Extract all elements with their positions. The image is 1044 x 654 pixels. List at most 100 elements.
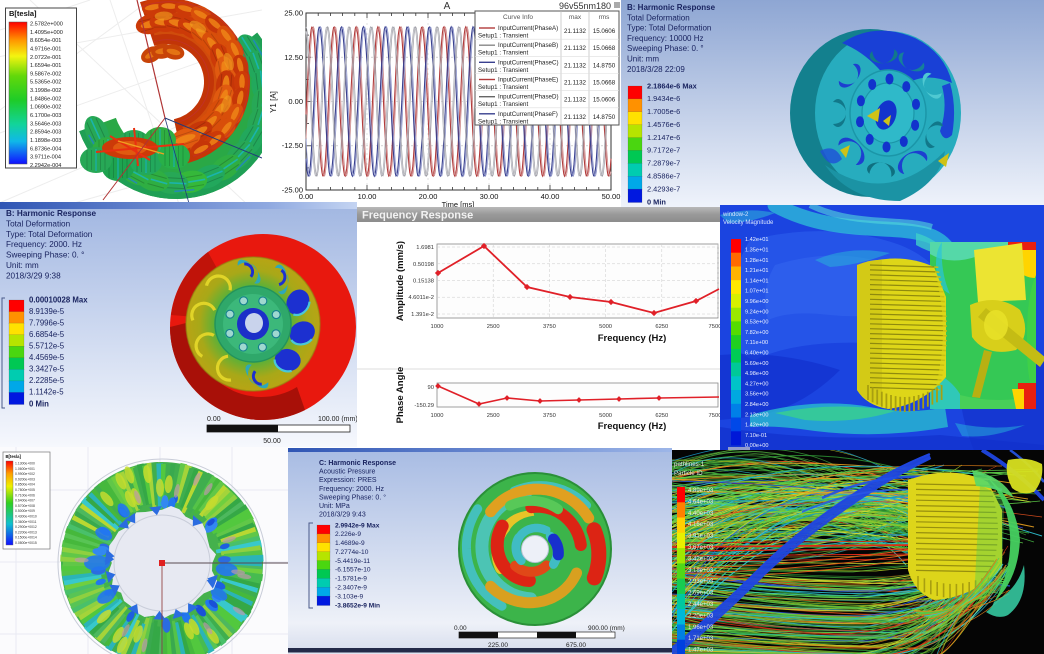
svg-text:14.8750: 14.8750 [593, 114, 616, 121]
svg-text:0.1500e+0014: 0.1500e+0014 [15, 536, 37, 540]
svg-text:pathlines-1: pathlines-1 [674, 461, 705, 468]
svg-text:1.9434e-6: 1.9434e-6 [647, 94, 680, 103]
svg-text:12.50: 12.50 [284, 53, 303, 62]
svg-text:2.84e+00: 2.84e+00 [745, 402, 769, 408]
svg-text:1.4689e-9: 1.4689e-9 [335, 540, 365, 547]
svg-text:21.1132: 21.1132 [564, 114, 586, 121]
svg-text:4.16e+03: 4.16e+03 [688, 522, 714, 528]
svg-text:7.10e-01: 7.10e-01 [745, 433, 767, 439]
svg-text:6250: 6250 [655, 413, 668, 419]
svg-text:0.00010028 Max: 0.00010028 Max [29, 295, 88, 304]
svg-text:0.00e+00: 0.00e+00 [745, 443, 769, 449]
svg-text:21.1132: 21.1132 [564, 62, 586, 69]
svg-text:1.42e+00: 1.42e+00 [745, 423, 769, 429]
svg-text:3.5646e-003: 3.5646e-003 [30, 121, 61, 127]
svg-text:InputCurrent(PhaseF): InputCurrent(PhaseF) [498, 111, 558, 118]
svg-text:1000: 1000 [431, 324, 444, 330]
svg-text:1.1142e-5: 1.1142e-5 [29, 388, 64, 397]
svg-text:1.6594e-001: 1.6594e-001 [30, 63, 61, 69]
svg-text:5.69e+00: 5.69e+00 [745, 361, 769, 367]
svg-text:-2.3407e-9: -2.3407e-9 [335, 585, 367, 592]
svg-text:900.00 (mm): 900.00 (mm) [588, 625, 625, 632]
svg-text:2500: 2500 [487, 324, 500, 330]
svg-text:Amplitude (mm/s): Amplitude (mm/s) [395, 241, 406, 321]
svg-text:50.00: 50.00 [263, 438, 281, 445]
svg-text:40.00: 40.00 [541, 192, 560, 201]
svg-text:rms: rms [599, 14, 611, 21]
svg-text:3.18e+03: 3.18e+03 [688, 568, 714, 574]
svg-text:Frequency: 2000. Hz: Frequency: 2000. Hz [319, 486, 384, 493]
svg-text:6250: 6250 [655, 324, 668, 330]
svg-text:5.5365e-002: 5.5365e-002 [30, 80, 61, 86]
svg-text:4.64e+03: 4.64e+03 [688, 499, 714, 505]
svg-text:0.5700e+008: 0.5700e+008 [15, 504, 35, 508]
svg-text:Expression: PRES: Expression: PRES [319, 477, 377, 484]
svg-text:Frequency (Hz): Frequency (Hz) [598, 333, 667, 344]
svg-text:7.2879e-7: 7.2879e-7 [647, 159, 680, 168]
svg-text:1.96e+03: 1.96e+03 [688, 625, 714, 631]
svg-text:7.2774e-10: 7.2774e-10 [335, 549, 369, 556]
svg-text:25.00: 25.00 [284, 9, 303, 18]
svg-text:2500: 2500 [487, 413, 500, 419]
svg-text:B[tesla]: B[tesla] [6, 454, 22, 459]
svg-text:1.2147e-6: 1.2147e-6 [647, 133, 680, 142]
svg-text:-1.5781e-9: -1.5781e-9 [335, 576, 367, 583]
svg-text:1.6981: 1.6981 [416, 245, 434, 251]
svg-text:21.1132: 21.1132 [564, 28, 586, 35]
svg-text:InputCurrent(PhaseD): InputCurrent(PhaseD) [498, 94, 559, 101]
svg-text:9.5867e-002: 9.5867e-002 [30, 71, 61, 77]
svg-text:3.67e+03: 3.67e+03 [688, 545, 714, 551]
svg-text:21.1132: 21.1132 [564, 97, 586, 104]
svg-text:0.00: 0.00 [299, 192, 314, 201]
svg-text:Sweeping Phase: 0. °: Sweeping Phase: 0. ° [627, 44, 704, 53]
svg-text:6.6854e-5: 6.6854e-5 [29, 330, 65, 339]
svg-text:InputCurrent(PhaseB): InputCurrent(PhaseB) [498, 42, 558, 49]
svg-text:0.15138: 0.15138 [413, 279, 434, 285]
svg-text:4.27e+00: 4.27e+00 [745, 381, 769, 387]
svg-text:2.2285e-5: 2.2285e-5 [29, 376, 65, 385]
svg-text:-3.103e-9: -3.103e-9 [335, 593, 364, 600]
svg-text:1.71e+03: 1.71e+03 [688, 636, 714, 642]
svg-text:1.0600e+001: 1.0600e+001 [15, 467, 35, 471]
svg-text:Sweeping Phase: 0. °: Sweeping Phase: 0. ° [319, 493, 386, 501]
svg-text:675.00: 675.00 [566, 642, 586, 649]
svg-text:A: A [444, 1, 451, 12]
svg-text:6.8736e-004: 6.8736e-004 [30, 146, 61, 152]
svg-text:9.24e+00: 9.24e+00 [745, 309, 769, 315]
svg-text:1.42e+01: 1.42e+01 [745, 237, 769, 243]
svg-text:7.11e+00: 7.11e+00 [745, 340, 768, 346]
svg-text:Setup1 : Transient: Setup1 : Transient [478, 67, 528, 74]
svg-text:0.9200e+003: 0.9200e+003 [15, 477, 35, 481]
svg-text:2.5782e+000: 2.5782e+000 [30, 22, 63, 28]
svg-text:4.6011e-2: 4.6011e-2 [408, 295, 434, 301]
svg-text:2.1864e-6 Max: 2.1864e-6 Max [647, 81, 698, 90]
svg-text:6.1700e-003: 6.1700e-003 [30, 113, 61, 119]
svg-text:0 Min: 0 Min [29, 399, 49, 408]
svg-text:B: Harmonic Response: B: Harmonic Response [6, 209, 97, 218]
svg-text:96v55nm180: 96v55nm180 [559, 1, 611, 11]
svg-text:5000: 5000 [599, 413, 612, 419]
svg-text:-6.1557e-10: -6.1557e-10 [335, 567, 371, 574]
svg-text:0.00: 0.00 [454, 625, 467, 632]
svg-text:0.8500e+004: 0.8500e+004 [15, 483, 35, 487]
svg-text:30.00: 30.00 [480, 192, 499, 201]
svg-text:2.226e-9: 2.226e-9 [335, 531, 361, 538]
svg-text:3.1998e-002: 3.1998e-002 [30, 88, 61, 94]
svg-text:2018/3/28 22:09: 2018/3/28 22:09 [627, 65, 685, 74]
svg-text:3750: 3750 [543, 324, 556, 330]
svg-text:Setup1 : Transient: Setup1 : Transient [478, 33, 528, 40]
svg-text:0.9900e+002: 0.9900e+002 [15, 472, 35, 476]
svg-text:B: Harmonic Response: B: Harmonic Response [627, 3, 716, 12]
svg-text:3.56e+00: 3.56e+00 [745, 392, 769, 398]
svg-text:5.5712e-5: 5.5712e-5 [29, 342, 65, 351]
svg-text:14.8750: 14.8750 [593, 62, 616, 69]
svg-text:1000: 1000 [431, 413, 444, 419]
svg-text:2.20e+03: 2.20e+03 [688, 613, 714, 619]
svg-text:0.2900e+0012: 0.2900e+0012 [15, 525, 37, 529]
svg-text:Unit: mm: Unit: mm [627, 55, 659, 64]
svg-text:Total Deformation: Total Deformation [627, 13, 690, 22]
svg-text:0.3600e+0011: 0.3600e+0011 [15, 520, 37, 524]
svg-text:21.1132: 21.1132 [564, 45, 586, 52]
svg-text:-25.00: -25.00 [282, 186, 303, 195]
svg-text:2.9942e-9 Max: 2.9942e-9 Max [335, 522, 380, 529]
